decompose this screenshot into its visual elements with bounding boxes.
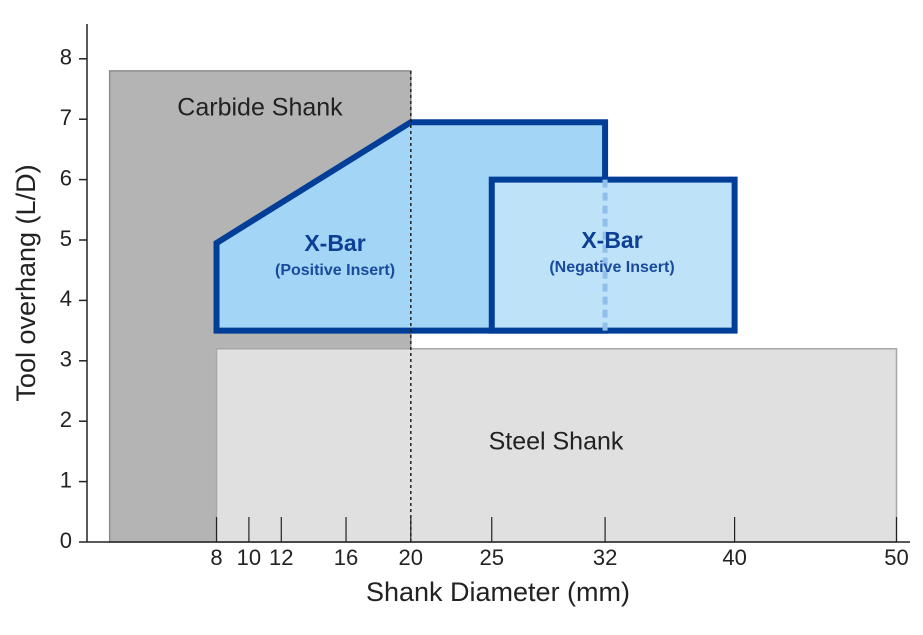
x-tick-label: 25 — [480, 545, 504, 570]
x-tick-label: 40 — [722, 545, 746, 570]
y-tick-label: 8 — [60, 45, 72, 70]
x-tick-label: 8 — [210, 545, 222, 570]
x-tick-label: 20 — [399, 545, 423, 570]
region-sublabel: (Negative Insert) — [549, 259, 674, 276]
y-tick-label: 2 — [60, 407, 72, 432]
y-tick-label: 0 — [60, 528, 72, 553]
region-label: Steel Shank — [489, 428, 624, 456]
y-tick-label: 1 — [60, 467, 72, 492]
region-label: Carbide Shank — [177, 94, 343, 122]
y-tick-label: 7 — [60, 105, 72, 130]
region-label: X-Bar — [304, 230, 365, 256]
y-axis-label: Tool overhang (L/D) — [11, 164, 41, 401]
x-axis-label: Shank Diameter (mm) — [366, 577, 630, 607]
y-tick-label: 3 — [60, 347, 72, 372]
x-tick-label: 32 — [593, 545, 617, 570]
x-tick-label: 10 — [237, 545, 261, 570]
region-label: X-Bar — [581, 227, 642, 253]
y-tick-label: 4 — [60, 286, 72, 311]
y-tick-label: 5 — [60, 226, 72, 251]
x-tick-label: 12 — [269, 545, 293, 570]
x-tick-label: 16 — [334, 545, 358, 570]
y-tick-label: 6 — [60, 165, 72, 190]
x-tick-label: 50 — [884, 545, 908, 570]
region-sublabel: (Positive Insert) — [275, 262, 395, 279]
region — [488, 176, 738, 334]
